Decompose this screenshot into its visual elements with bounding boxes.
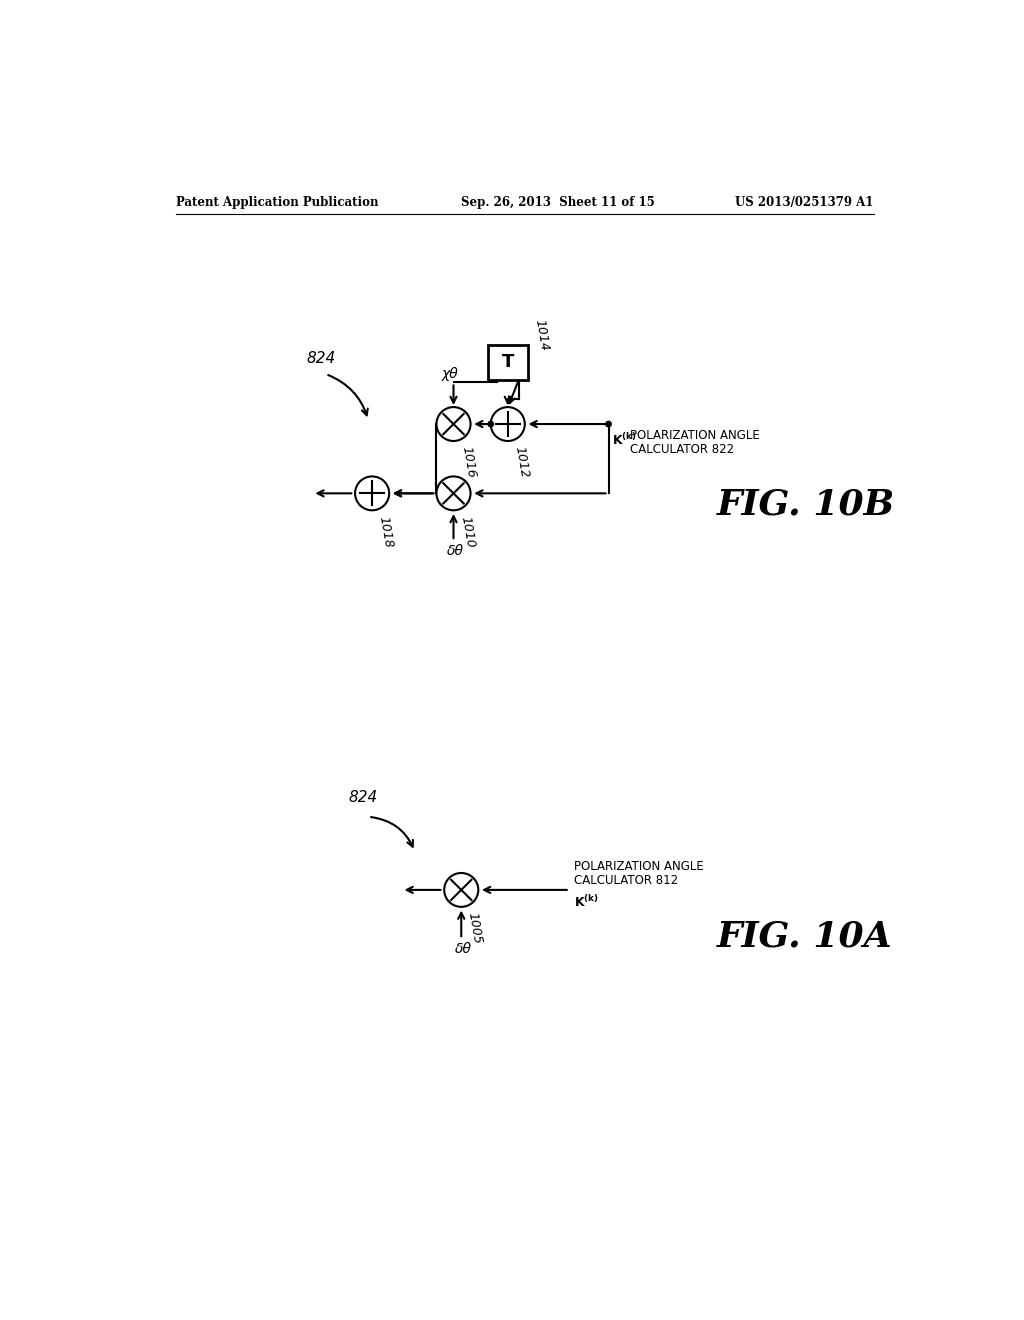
Text: Patent Application Publication: Patent Application Publication: [176, 195, 379, 209]
Text: δθ: δθ: [447, 544, 464, 558]
Text: $\bf{K}^{(k)}$: $\bf{K}^{(k)}$: [573, 894, 598, 909]
Text: US 2013/0251379 A1: US 2013/0251379 A1: [735, 195, 873, 209]
Text: 1014: 1014: [532, 318, 551, 352]
Text: POLARIZATION ANGLE: POLARIZATION ANGLE: [573, 861, 703, 874]
Text: 1016: 1016: [460, 446, 478, 479]
Text: POLARIZATION ANGLE: POLARIZATION ANGLE: [630, 429, 760, 442]
Text: FIG. 10B: FIG. 10B: [717, 488, 895, 521]
Text: χθ: χθ: [442, 367, 459, 381]
Text: 1012: 1012: [512, 446, 530, 479]
Circle shape: [488, 421, 494, 426]
Text: CALCULATOR 812: CALCULATOR 812: [573, 874, 678, 887]
Bar: [487, 345, 528, 380]
Text: FIG. 10A: FIG. 10A: [717, 919, 893, 953]
Text: 1010: 1010: [458, 515, 476, 549]
Text: 1018: 1018: [377, 515, 395, 549]
Text: CALCULATOR 822: CALCULATOR 822: [630, 444, 734, 455]
Text: T: T: [502, 354, 514, 371]
Text: $\bf{K}^{(k)}$: $\bf{K}^{(k)}$: [612, 432, 637, 447]
Text: Sep. 26, 2013  Sheet 11 of 15: Sep. 26, 2013 Sheet 11 of 15: [461, 195, 655, 209]
Text: δθ: δθ: [455, 942, 472, 956]
Text: 824: 824: [349, 789, 378, 805]
Text: 824: 824: [306, 351, 336, 366]
Circle shape: [606, 421, 611, 426]
Text: 1005: 1005: [466, 911, 484, 945]
